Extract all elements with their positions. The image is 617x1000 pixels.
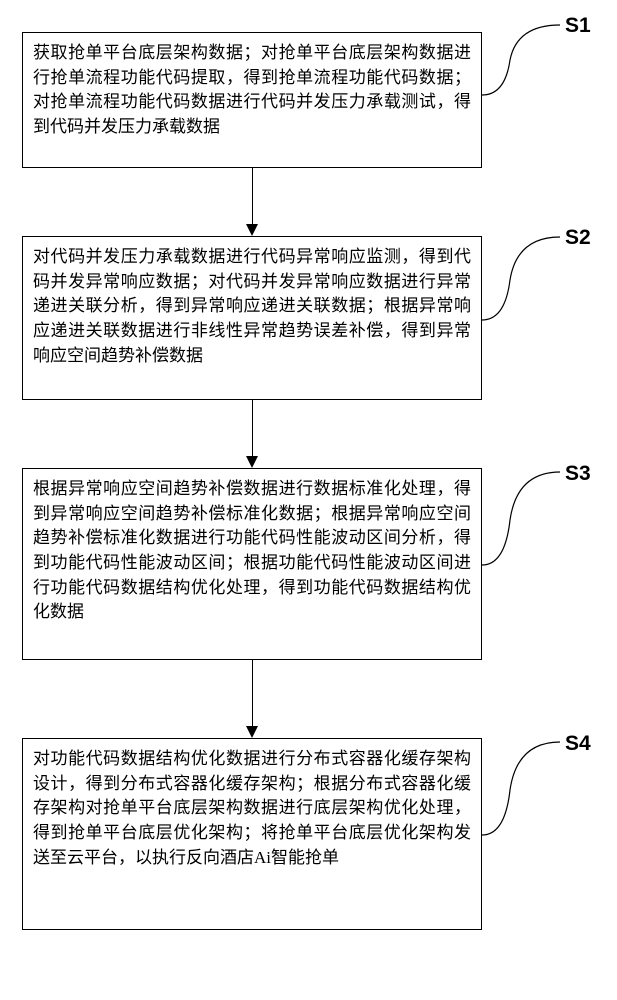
step-label-s2: S2 (565, 226, 591, 250)
arrow-line (252, 168, 253, 224)
step-box-s4: 对功能代码数据结构优化数据进行分布式容器化缓存架构设计，得到分布式容器化缓存架构… (22, 738, 482, 930)
step-text: 对代码并发压力承载数据进行代码异常响应监测，得到代码并发异常响应数据；对代码并发… (33, 247, 471, 365)
step-label-s3: S3 (565, 462, 591, 486)
step-label-s1: S1 (565, 14, 591, 38)
flowchart-container: 获取抢单平台底层架构数据；对抢单平台底层架构数据进行抢单流程功能代码提取，得到抢… (0, 0, 617, 1000)
arrow-head-icon (246, 456, 258, 468)
step-text: 获取抢单平台底层架构数据；对抢单平台底层架构数据进行抢单流程功能代码提取，得到抢… (33, 43, 471, 136)
arrow-line (252, 660, 253, 726)
step-box-s3: 根据异常响应空间趋势补偿数据进行数据标准化处理，得到异常响应空间趋势补偿标准化数… (22, 468, 482, 660)
step-box-s1: 获取抢单平台底层架构数据；对抢单平台底层架构数据进行抢单流程功能代码提取，得到抢… (22, 32, 482, 168)
step-box-s2: 对代码并发压力承载数据进行代码异常响应监测，得到代码并发异常响应数据；对代码并发… (22, 236, 482, 400)
arrow-head-icon (246, 726, 258, 738)
step-label-s4: S4 (565, 732, 591, 756)
step-text: 根据异常响应空间趋势补偿数据进行数据标准化处理，得到异常响应空间趋势补偿标准化数… (33, 479, 471, 621)
step-text: 对功能代码数据结构优化数据进行分布式容器化缓存架构设计，得到分布式容器化缓存架构… (33, 749, 471, 867)
arrow-head-icon (246, 224, 258, 236)
arrow-line (252, 400, 253, 456)
